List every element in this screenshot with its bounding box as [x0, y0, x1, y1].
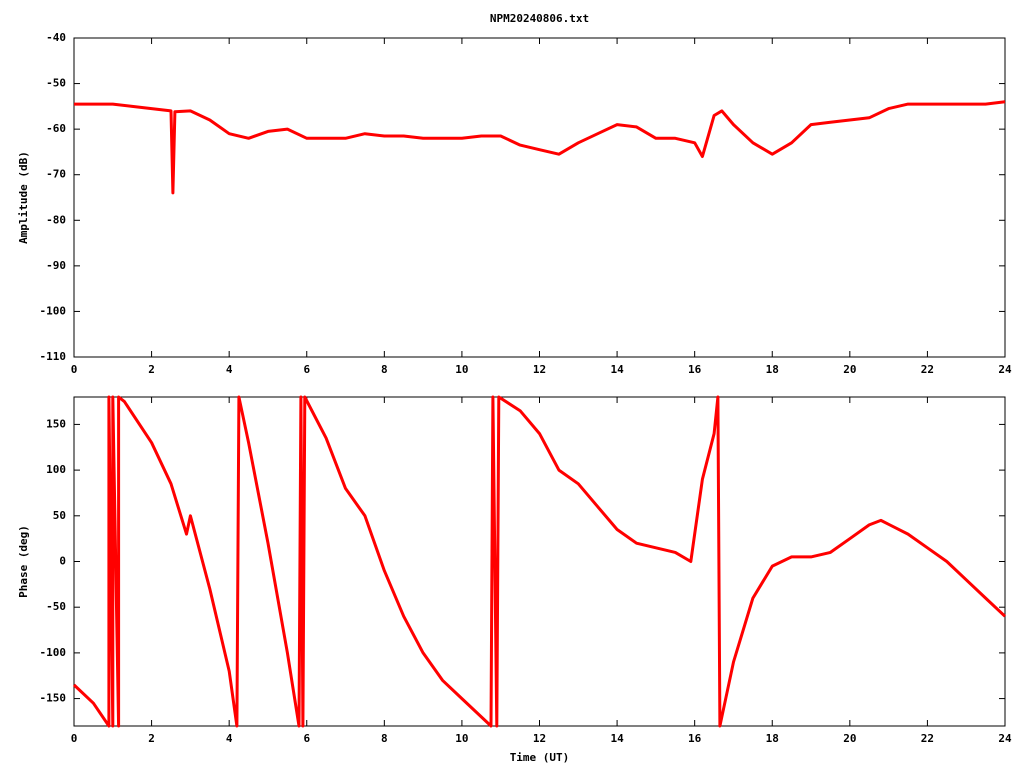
x-tick-label: 6	[303, 732, 310, 745]
x-tick-label: 8	[381, 732, 388, 745]
y-tick-label: -100	[40, 646, 67, 659]
x-tick-label: 4	[226, 732, 233, 745]
x-tick-label: 24	[998, 363, 1012, 376]
x-tick-label: 10	[455, 363, 468, 376]
x-axis-label: Time (UT)	[510, 751, 570, 764]
x-tick-label: 20	[843, 732, 856, 745]
x-tick-label: 24	[998, 732, 1012, 745]
x-tick-label: 20	[843, 363, 856, 376]
y-tick-label: -110	[40, 350, 67, 363]
x-tick-label: 4	[226, 363, 233, 376]
y-tick-label: 150	[46, 417, 66, 430]
x-tick-label: 6	[303, 363, 310, 376]
x-tick-label: 12	[533, 732, 546, 745]
x-tick-label: 18	[766, 732, 779, 745]
x-tick-label: 2	[148, 732, 155, 745]
y-axis-label: Phase (deg)	[17, 525, 30, 598]
x-tick-label: 8	[381, 363, 388, 376]
y-tick-label: 50	[53, 509, 66, 522]
x-tick-label: 10	[455, 732, 468, 745]
plot-frame	[73, 37, 1006, 358]
plot-frame	[73, 396, 1006, 727]
y-tick-label: -80	[46, 213, 66, 226]
x-tick-label: 22	[921, 363, 934, 376]
chart-title: NPM20240806.txt	[490, 12, 589, 25]
x-tick-label: 14	[610, 732, 624, 745]
data-line	[72, 395, 1007, 728]
x-tick-label: 16	[688, 363, 702, 376]
y-tick-label: -40	[46, 31, 66, 44]
y-tick-label: -100	[40, 304, 67, 317]
y-tick-label: -70	[46, 168, 66, 181]
y-tick-label: -150	[40, 692, 67, 705]
x-tick-label: 14	[610, 363, 624, 376]
x-tick-label: 22	[921, 732, 934, 745]
y-tick-label: -50	[46, 600, 66, 613]
x-tick-label: 12	[533, 363, 546, 376]
y-axis-label: Amplitude (dB)	[17, 151, 30, 244]
y-tick-label: -60	[46, 122, 66, 135]
y-tick-label: -90	[46, 259, 66, 272]
x-tick-label: 16	[688, 732, 702, 745]
data-line	[74, 100, 1006, 195]
x-tick-label: 2	[148, 363, 155, 376]
y-tick-label: 0	[59, 555, 66, 568]
y-tick-label: 100	[46, 463, 66, 476]
x-tick-label: 18	[766, 363, 779, 376]
x-tick-label: 0	[71, 363, 78, 376]
y-tick-label: -50	[46, 77, 66, 90]
x-tick-label: 0	[71, 732, 78, 745]
